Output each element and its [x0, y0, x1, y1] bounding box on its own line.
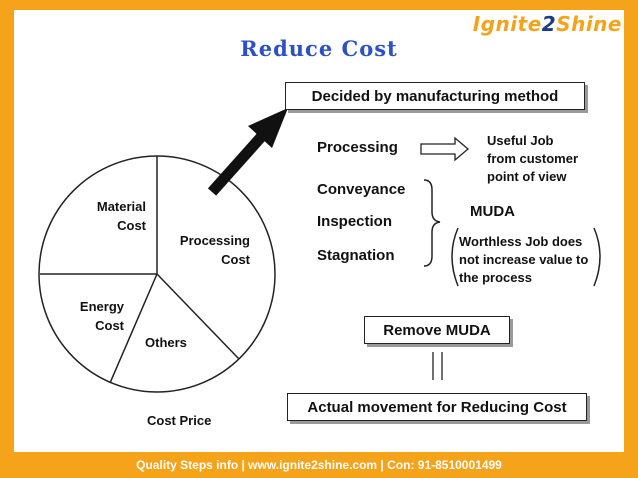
pie-label-material: Material Cost [96, 199, 146, 233]
worthless-job-text: Worthless Job does not increase value to t… [459, 234, 589, 285]
pie-label-processing: Processing Cost [179, 233, 250, 267]
box-decided-by-method: Decided by manufacturing method [285, 82, 585, 110]
arrow-up-right-icon [207, 108, 288, 196]
footer-text: Quality Steps info | www.ignite2shine.co… [136, 458, 502, 472]
item-processing: Processing [317, 139, 398, 156]
pie-divider-others-right [156, 273, 240, 360]
logo-part1: Ignite [472, 12, 542, 36]
frame-top [0, 0, 638, 10]
right-paren [593, 227, 601, 287]
useful-job-text: Useful Job from customer point of view [487, 133, 579, 184]
curly-brace [423, 179, 441, 267]
item-inspection: Inspection [317, 213, 393, 230]
logo-part2: 2 [541, 12, 557, 36]
pie-chart [38, 155, 276, 393]
left-paren [451, 227, 459, 287]
brand-logo: Ignite2Shine [473, 12, 622, 36]
frame-right [624, 0, 638, 478]
pie-divider-others-left [109, 273, 158, 384]
pie-label-energy: Energy Cost [79, 299, 124, 333]
frame-left [0, 0, 14, 478]
box-actual-movement: Actual movement for Reducing Cost [287, 393, 587, 421]
footer-bar [0, 452, 638, 478]
arrow-right-icon [420, 136, 470, 162]
logo-part3: Shine [556, 12, 622, 36]
muda-label: MUDA [470, 203, 515, 220]
item-stagnation: Stagnation [317, 247, 395, 264]
pie-caption: Cost Price [147, 413, 212, 428]
slide-title: Reduce Cost [240, 36, 398, 61]
box-remove-muda: Remove MUDA [364, 316, 510, 344]
item-conveyance: Conveyance [317, 181, 406, 198]
pie-label-others: Others [145, 335, 187, 350]
